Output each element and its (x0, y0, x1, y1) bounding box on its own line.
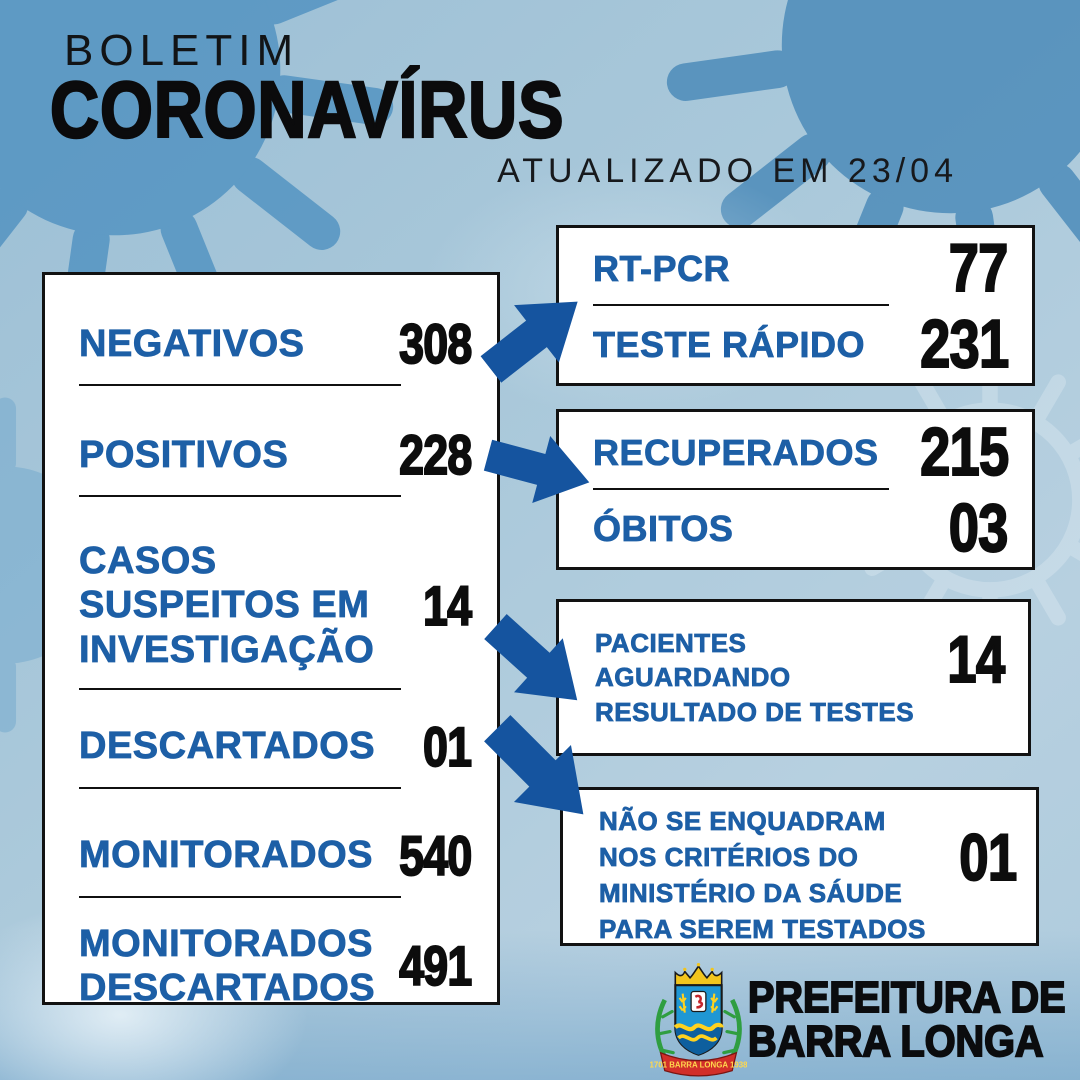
divider (79, 384, 401, 387)
org-name-line1: PREFEITURA DE (747, 973, 1066, 1022)
stat-row-obitos: ÓBITOS 03 (593, 490, 1010, 567)
stat-value: 77 (948, 230, 1009, 307)
stat-row-descartados: DESCARTADOS 01 (79, 714, 473, 778)
stat-row-negativos: NEGATIVOS 308 (79, 312, 473, 375)
stat-value: 14 (422, 573, 473, 637)
outcomes-panel: RECUPERADOS 215 ÓBITOS 03 (556, 409, 1035, 570)
stat-value: 308 (398, 312, 473, 375)
logo-ribbon-text: 1701 BARRA LONGA 1938 (650, 1060, 747, 1069)
not-eligible-panel: NÃO SE ENQUADRAM NOS CRITÉRIOS DO MINIST… (560, 787, 1039, 946)
stat-label: RT-PCR (593, 247, 730, 289)
stat-value: 540 (398, 823, 473, 887)
arrow-to-not-eligible-icon (462, 693, 620, 851)
stat-row-monitorados: MONITORADOS 540 (79, 823, 473, 887)
stat-label: ÓBITOS (593, 507, 734, 549)
stat-value: 01 (958, 820, 1018, 894)
stat-row-teste-rapido: TESTE RÁPIDO 231 (593, 306, 1010, 383)
stat-label: CASOS SUSPEITOS EM INVESTIGAÇÃO (79, 540, 375, 671)
bulletin-title: CORONAVÍRUS (49, 65, 565, 154)
divider (79, 495, 401, 498)
awaiting-results-panel: PACIENTES AGUARDANDO RESULTADO DE TESTES… (556, 599, 1031, 756)
stat-row-recuperados: RECUPERADOS 215 (593, 414, 1010, 491)
coat-of-arms-logo: 1701 BARRA LONGA 1938 (649, 962, 748, 1077)
stat-value: 231 (919, 306, 1010, 383)
arrow-positivos-to-outcomes-icon (469, 414, 610, 524)
org-name-line2: BARRA LONGA (747, 1017, 1044, 1066)
stat-label: TESTE RÁPIDO (593, 323, 866, 365)
divider (79, 786, 401, 789)
updated-date: ATUALIZADO EM 23/04 (497, 152, 958, 190)
org-name: PREFEITURA DE BARRA LONGA (747, 973, 1066, 1066)
divider (593, 487, 889, 490)
divider (79, 687, 401, 690)
stat-label: RECUPERADOS (593, 431, 879, 473)
stat-value: 01 (422, 714, 473, 778)
stat-row-suspeitos: CASOS SUSPEITOS EM INVESTIGAÇÃO 14 (79, 539, 473, 671)
stat-row-positivos: POSITIVOS 228 (79, 423, 473, 487)
stat-label: DESCARTADOS (79, 725, 376, 768)
stat-label: MONITORADOS (79, 834, 374, 877)
stat-label: NEGATIVOS (79, 322, 305, 365)
stat-value: 03 (948, 490, 1009, 567)
stat-value: 215 (919, 414, 1010, 491)
stat-label: PACIENTES AGUARDANDO RESULTADO DE TESTES (595, 628, 915, 727)
divider (79, 895, 401, 898)
stat-label: POSITIVOS (79, 433, 289, 476)
divider (593, 303, 889, 306)
stat-value: 228 (398, 423, 473, 487)
stat-row-monitorados-descartados: MONITORADOS DESCARTADOS 491 (79, 922, 473, 1010)
summary-panel: NEGATIVOS 308 POSITIVOS 228 CASOS SUSPEI… (42, 272, 500, 1009)
stat-row-rt-pcr: RT-PCR 77 (593, 230, 1010, 307)
stat-value: 491 (398, 934, 473, 998)
arrow-negativos-to-tests-icon (463, 264, 608, 405)
arrow-suspeitos-to-awaiting-icon (465, 592, 610, 735)
stat-label: NÃO SE ENQUADRAM NOS CRITÉRIOS DO MINIST… (599, 806, 926, 944)
stat-label: MONITORADOS DESCARTADOS (79, 922, 376, 1010)
test-types-panel: RT-PCR 77 TESTE RÁPIDO 231 (556, 225, 1035, 386)
stat-value: 14 (946, 622, 1006, 696)
